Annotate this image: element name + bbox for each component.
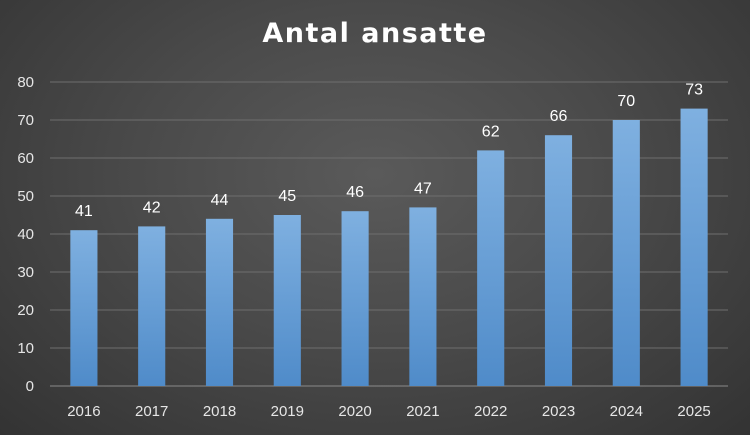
- y-tick-label: 60: [17, 150, 34, 167]
- x-tick-label: 2025: [677, 403, 710, 420]
- data-label: 44: [211, 192, 229, 209]
- x-tick-label: 2020: [338, 403, 371, 420]
- y-tick-label: 50: [17, 188, 34, 205]
- bar: [612, 120, 640, 386]
- x-tick-label: 2019: [271, 403, 304, 420]
- y-tick-label: 40: [17, 226, 34, 243]
- y-tick-label: 10: [17, 340, 34, 357]
- bar: [273, 215, 301, 386]
- data-label: 47: [414, 180, 432, 197]
- data-label: 62: [482, 123, 500, 140]
- y-tick-label: 30: [17, 264, 34, 281]
- data-label: 42: [143, 199, 161, 216]
- x-tick-label: 2024: [610, 403, 643, 420]
- x-axis-ticks: 2016 2017 2018 2019 2020 2021 2022 2023 2024 2025: [67, 403, 711, 420]
- bar: [409, 207, 437, 386]
- y-tick-label: 20: [17, 302, 34, 319]
- bar: [477, 150, 505, 386]
- y-axis-ticks: 0 10 20 30 40 50 60 70 80: [17, 74, 34, 395]
- chart-title: Antal ansatte: [262, 18, 488, 49]
- bar: [680, 108, 708, 386]
- x-tick-label: 2016: [67, 403, 100, 420]
- bar: [341, 211, 369, 386]
- x-tick-label: 2023: [542, 403, 575, 420]
- y-tick-label: 0: [26, 378, 34, 395]
- x-tick-label: 2017: [135, 403, 168, 420]
- y-tick-label: 80: [17, 74, 34, 91]
- x-tick-label: 2018: [203, 403, 236, 420]
- data-label: 66: [550, 108, 568, 125]
- data-label: 45: [278, 188, 296, 205]
- bar: [205, 218, 234, 386]
- data-label: 41: [75, 203, 93, 220]
- bars: [70, 108, 708, 386]
- bar: [70, 230, 98, 386]
- bar: [138, 226, 166, 386]
- y-tick-label: 70: [17, 112, 34, 129]
- data-labels: 41 42 44 45 46 47 62 66 70 73: [75, 82, 703, 221]
- x-tick-label: 2022: [474, 403, 507, 420]
- x-tick-label: 2021: [406, 403, 439, 420]
- data-label: 70: [617, 93, 635, 110]
- bar: [544, 135, 573, 386]
- data-label: 73: [685, 82, 703, 99]
- data-label: 46: [346, 184, 364, 201]
